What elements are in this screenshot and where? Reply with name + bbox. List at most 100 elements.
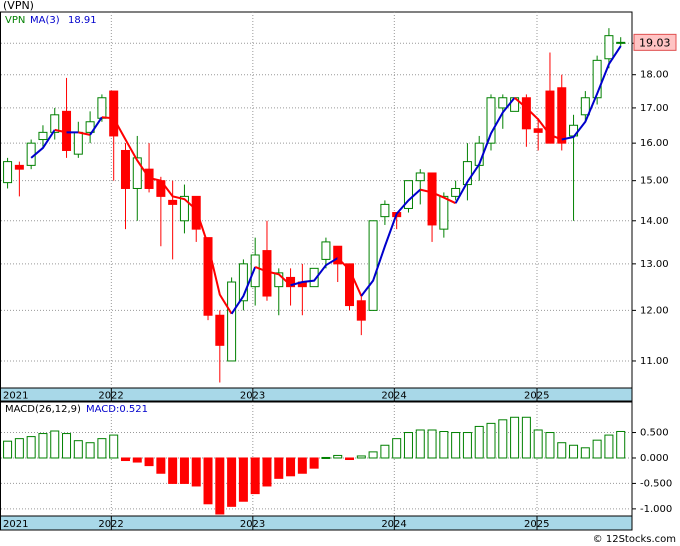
y-tick-label: 14.00	[640, 216, 669, 227]
ma-line	[360, 188, 421, 297]
candle-body	[380, 203, 390, 218]
macd-bar	[85, 442, 95, 459]
candle-body	[345, 263, 355, 307]
macd-bar	[274, 457, 284, 479]
macd-bar	[97, 438, 107, 459]
macd-bar	[144, 457, 154, 467]
candle-body	[97, 97, 107, 119]
macd-bar	[238, 457, 248, 502]
candle-body	[227, 281, 237, 362]
last-price-label: 19.03	[639, 36, 671, 49]
candle-body	[250, 254, 260, 288]
x-tick-label: 2024	[381, 391, 406, 402]
macd-bar	[132, 457, 142, 463]
macd-bar	[191, 457, 201, 487]
x-tick-label: 2025	[524, 391, 549, 402]
x-tick-label: 2022	[98, 519, 123, 530]
macd-bar	[50, 430, 60, 459]
macd-bar	[26, 436, 36, 459]
x-tick-label: 2025	[524, 519, 549, 530]
x-tick-label: 2023	[240, 391, 265, 402]
ma-line	[513, 96, 563, 141]
year-bar	[0, 515, 633, 531]
macd-bar	[557, 442, 567, 459]
y-tick-label: 15.00	[640, 176, 669, 187]
ma-line	[454, 97, 516, 204]
candle-body	[132, 157, 142, 189]
y-tick-label: 12.00	[640, 305, 669, 316]
macd-bar	[415, 429, 425, 459]
ma-line	[290, 257, 339, 287]
candle-body	[3, 161, 13, 184]
candle-body	[415, 172, 425, 182]
ma-line	[89, 116, 103, 136]
macd-bar	[392, 438, 402, 459]
candle-body	[179, 195, 189, 222]
candle-body	[109, 90, 119, 137]
ma-line	[337, 257, 363, 297]
candle-body	[50, 114, 60, 133]
y-tick-label: 18.00	[640, 70, 669, 81]
candle-body	[14, 164, 24, 170]
macd-bar	[368, 451, 378, 459]
x-tick-label: 2021	[3, 391, 28, 402]
macd-bar	[345, 457, 355, 461]
macd-bar	[309, 457, 319, 469]
candle-body	[38, 131, 48, 141]
candle-body	[215, 314, 225, 346]
footer: © 12Stocks.com	[593, 534, 676, 545]
candle-body	[321, 241, 331, 260]
macd-bar	[73, 440, 83, 459]
macd-bar	[227, 457, 237, 507]
candle-body	[616, 41, 626, 44]
candle-body	[262, 250, 272, 297]
macd-bar	[109, 434, 119, 459]
x-tick-label: 2022	[98, 391, 123, 402]
candle-body	[368, 220, 378, 311]
candle-body	[451, 187, 461, 197]
y-tick-label: 0.000	[640, 453, 669, 464]
macd-bar	[486, 422, 496, 459]
legend-entry: MA(3)	[30, 15, 60, 26]
candle-body	[462, 161, 472, 186]
x-tick-label: 2021	[3, 519, 28, 530]
macd-bar	[250, 457, 260, 495]
candle-body	[309, 267, 319, 288]
macd-bar	[569, 444, 579, 459]
macd-bar	[604, 434, 614, 459]
candle-body	[557, 87, 567, 144]
macd-bar	[356, 455, 366, 459]
candle-body	[168, 199, 178, 205]
macd-bar	[203, 457, 213, 505]
y-tick-label: -0.500	[640, 478, 672, 489]
x-tick-label: 2024	[381, 519, 406, 530]
candle-body	[439, 195, 449, 230]
macd-bar	[403, 432, 413, 459]
macd-bar	[333, 454, 343, 459]
macd-bar	[462, 432, 472, 459]
macd-bar	[14, 438, 24, 459]
macd-bar	[3, 440, 13, 459]
macd-bar	[580, 447, 590, 459]
macd-bar	[38, 433, 48, 459]
ma-line	[30, 129, 56, 159]
macd-bar	[439, 431, 449, 459]
candle-body	[592, 59, 602, 99]
macd-bar	[215, 457, 225, 515]
macd-bar	[545, 432, 555, 459]
plot-area	[0, 11, 633, 389]
ma-line	[561, 45, 622, 141]
ma-line	[254, 266, 292, 286]
candle-body	[533, 128, 543, 133]
macd-bar	[62, 433, 72, 459]
ma-line	[54, 128, 67, 134]
candle-body	[238, 263, 248, 302]
candle-body	[203, 237, 213, 316]
y-tick-label: 17.00	[640, 103, 669, 114]
ma-line	[230, 266, 257, 315]
macd-bar	[380, 444, 390, 459]
candle-body	[604, 35, 614, 60]
candle-body	[120, 149, 130, 189]
y-tick-label: 13.00	[640, 259, 669, 270]
